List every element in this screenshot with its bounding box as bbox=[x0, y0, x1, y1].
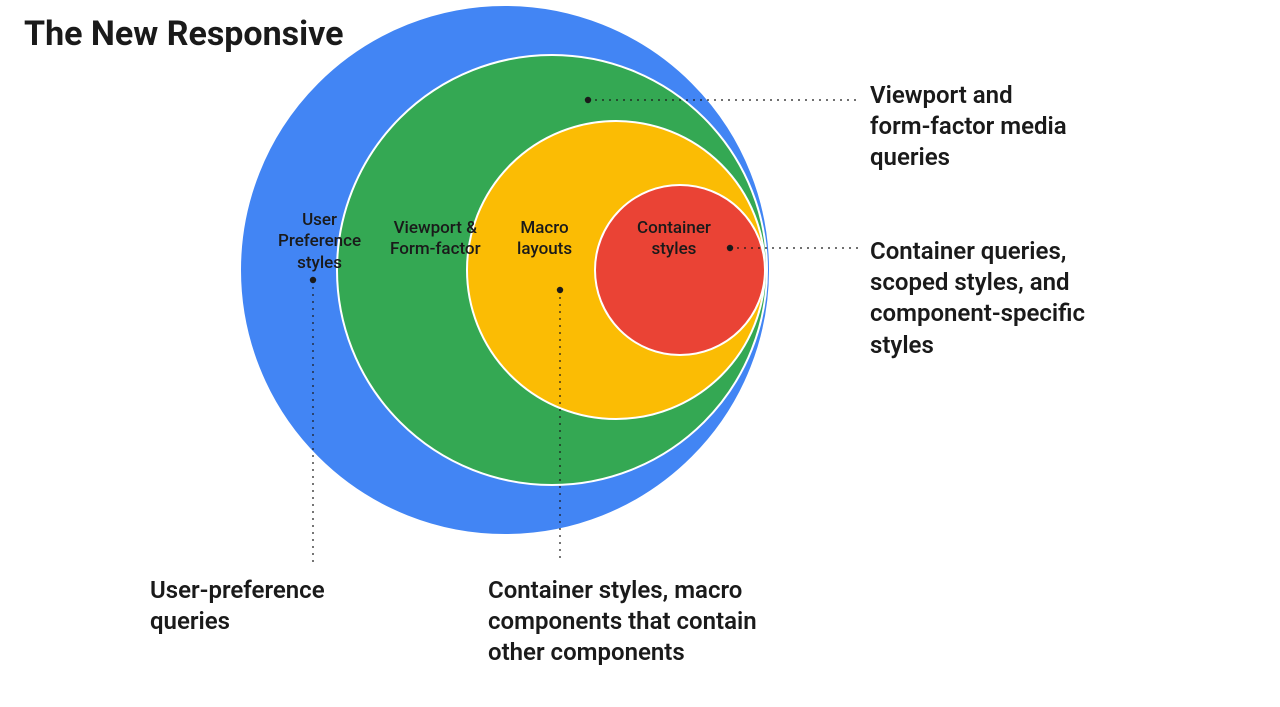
ring-label-red: Container styles bbox=[637, 218, 711, 261]
page-title: The New Responsive bbox=[24, 14, 344, 54]
ring-label-yellow: Macro layouts bbox=[517, 218, 572, 261]
ring-label-outer: User Preference styles bbox=[278, 210, 361, 274]
callout-macro: Container styles, macro components that … bbox=[488, 575, 888, 669]
ring-label-green: Viewport & Form-factor bbox=[390, 218, 481, 261]
ring-red bbox=[594, 184, 766, 356]
callout-viewport: Viewport and form-factor media queries bbox=[870, 80, 1190, 174]
callout-userpref: User-preference queries bbox=[150, 575, 420, 637]
callout-container: Container queries, scoped styles, and co… bbox=[870, 236, 1210, 361]
